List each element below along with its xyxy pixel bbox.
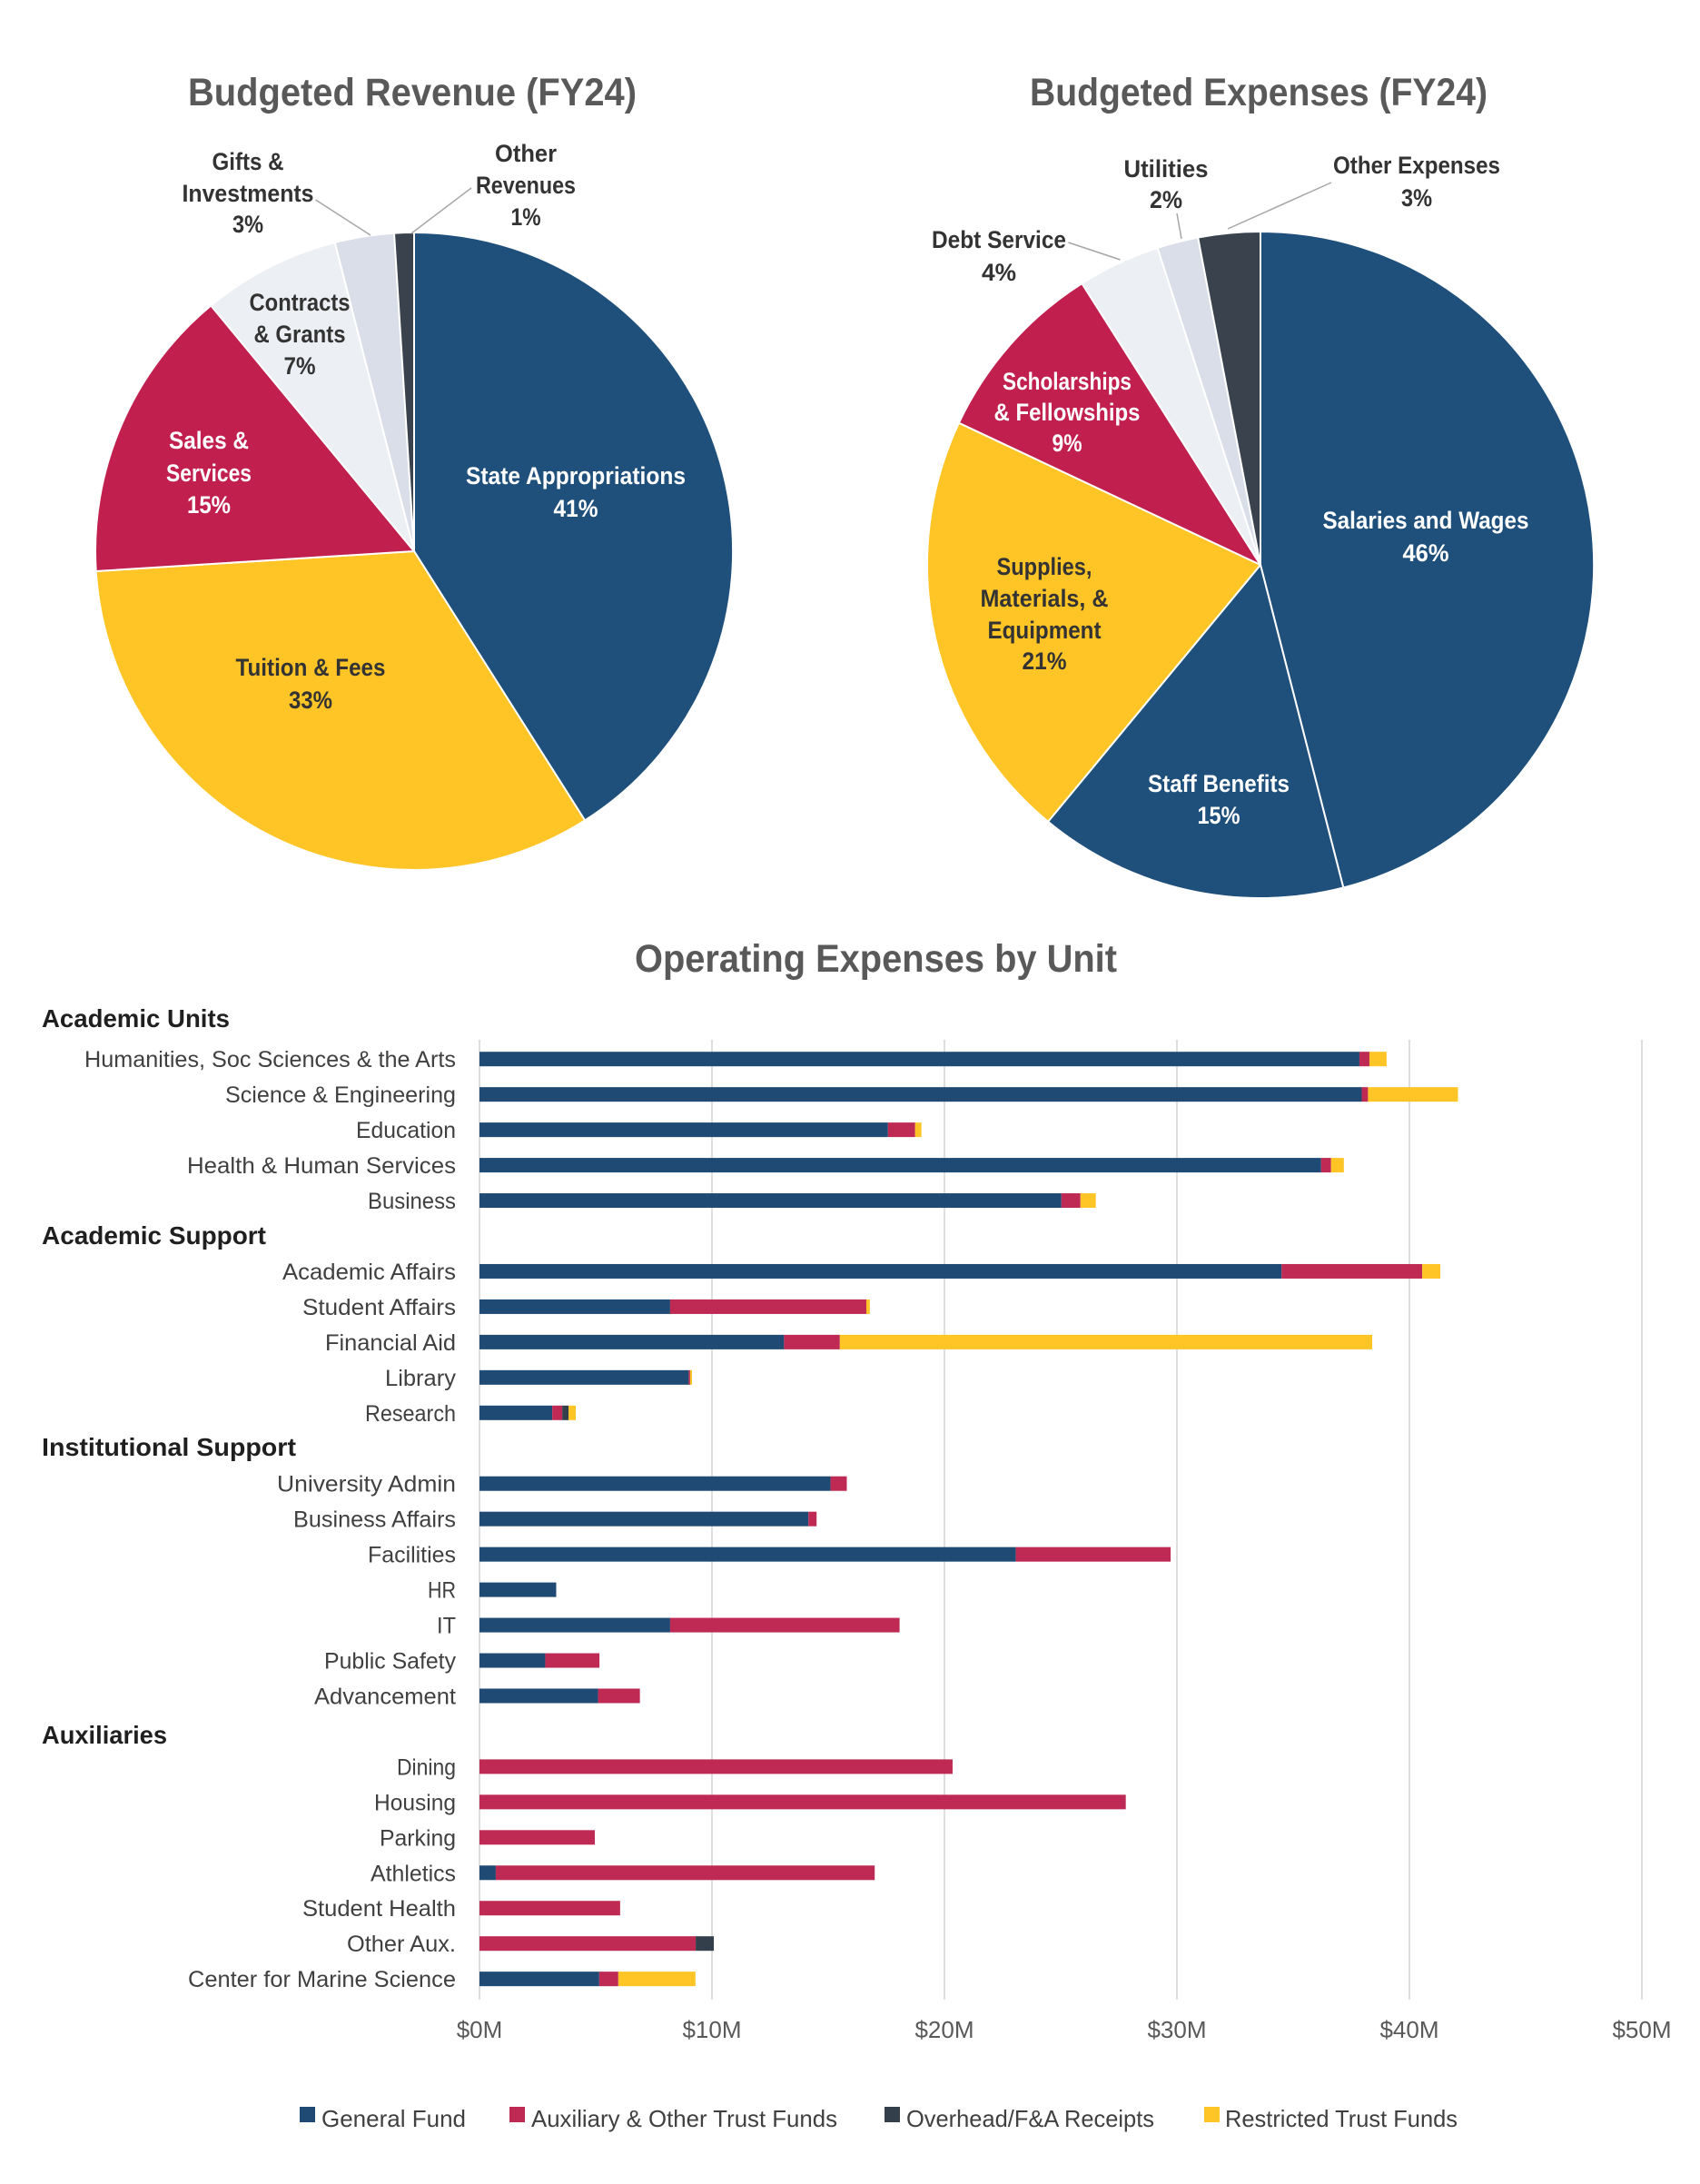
svg-text:Budgeted Revenue (FY24): Budgeted Revenue (FY24)	[188, 71, 637, 114]
svg-text:$50M: $50M	[1612, 2016, 1671, 2043]
svg-text:Business: Business	[368, 1189, 456, 1214]
svg-text:4%: 4%	[982, 259, 1016, 286]
svg-text:33%: 33%	[289, 687, 332, 714]
svg-text:Other: Other	[495, 140, 557, 167]
svg-text:Other Expenses: Other Expenses	[1333, 152, 1500, 179]
svg-text:Materials, &: Materials, &	[981, 585, 1109, 612]
svg-text:Academic Units: Academic Units	[42, 1004, 230, 1033]
svg-text:Housing: Housing	[374, 1790, 456, 1815]
svg-text:Auxiliary & Other Trust Funds: Auxiliary & Other Trust Funds	[531, 2105, 837, 2132]
svg-text:Staff Benefits: Staff Benefits	[1148, 770, 1290, 797]
svg-text:Revenues: Revenues	[476, 172, 576, 199]
svg-text:41%: 41%	[554, 495, 598, 522]
svg-text:& Grants: & Grants	[254, 321, 346, 348]
svg-text:Athletics: Athletics	[371, 1861, 456, 1886]
svg-text:$10M: $10M	[682, 2016, 741, 2043]
svg-text:Financial Aid: Financial Aid	[325, 1330, 456, 1356]
svg-text:Sales &: Sales &	[169, 427, 249, 454]
svg-text:IT: IT	[437, 1614, 456, 1639]
svg-text:7%: 7%	[284, 352, 316, 380]
svg-text:Dining: Dining	[397, 1754, 456, 1780]
svg-text:Academic Support: Academic Support	[42, 1221, 266, 1250]
svg-text:Research: Research	[365, 1401, 456, 1427]
svg-text:General Fund: General Fund	[321, 2105, 466, 2132]
svg-text:$20M: $20M	[914, 2016, 974, 2043]
svg-text:Services: Services	[166, 460, 252, 487]
svg-text:Academic Affairs: Academic Affairs	[282, 1260, 456, 1285]
svg-text:Investments: Investments	[183, 180, 314, 207]
svg-text:University Admin: University Admin	[277, 1472, 456, 1497]
svg-text:3%: 3%	[232, 211, 263, 238]
svg-text:Center for Marine Science: Center for Marine Science	[188, 1967, 456, 1992]
svg-text:2%: 2%	[1150, 186, 1182, 213]
svg-text:Budgeted Expenses (FY24): Budgeted Expenses (FY24)	[1030, 71, 1488, 114]
svg-text:Contracts: Contracts	[250, 289, 351, 316]
svg-text:Humanities, Soc Sciences & the: Humanities, Soc Sciences & the Arts	[84, 1047, 456, 1072]
svg-text:Equipment: Equipment	[988, 617, 1102, 644]
svg-text:Health & Human Services: Health & Human Services	[187, 1153, 456, 1179]
svg-text:Business Affairs: Business Affairs	[293, 1507, 456, 1533]
svg-text:Supplies,: Supplies,	[997, 553, 1092, 580]
svg-text:$30M: $30M	[1147, 2016, 1206, 2043]
svg-text:46%: 46%	[1403, 539, 1449, 567]
svg-text:Institutional Support: Institutional Support	[42, 1433, 296, 1461]
svg-text:Utilities: Utilities	[1124, 155, 1209, 183]
svg-text:Operating Expenses by Unit: Operating Expenses by Unit	[635, 937, 1117, 981]
svg-text:Restricted Trust Funds: Restricted Trust Funds	[1225, 2105, 1458, 2132]
svg-text:Advancement: Advancement	[314, 1685, 456, 1710]
svg-text:9%: 9%	[1053, 430, 1082, 457]
svg-text:Library: Library	[385, 1366, 457, 1391]
svg-text:& Fellowships: & Fellowships	[994, 399, 1141, 426]
svg-text:State Appropriations: State Appropriations	[466, 462, 686, 489]
svg-text:Gifts &: Gifts &	[212, 148, 284, 175]
svg-text:$40M: $40M	[1379, 2016, 1438, 2043]
svg-text:Facilities: Facilities	[368, 1543, 456, 1568]
svg-text:21%: 21%	[1023, 647, 1067, 675]
svg-text:Student Affairs: Student Affairs	[302, 1295, 456, 1320]
svg-text:15%: 15%	[1198, 802, 1240, 829]
svg-text:Student Health: Student Health	[302, 1896, 456, 1922]
svg-text:Auxiliaries: Auxiliaries	[42, 1721, 167, 1749]
svg-text:Public Safety: Public Safety	[324, 1649, 456, 1675]
svg-text:Education: Education	[356, 1118, 456, 1143]
svg-text:Debt Service: Debt Service	[932, 226, 1066, 253]
svg-text:Overhead/F&A Receipts: Overhead/F&A Receipts	[906, 2105, 1154, 2132]
svg-text:$0M: $0M	[457, 2016, 503, 2043]
svg-text:15%: 15%	[187, 491, 231, 519]
svg-text:Parking: Parking	[380, 1825, 456, 1851]
svg-text:3%: 3%	[1401, 184, 1432, 212]
svg-text:Science & Engineering: Science & Engineering	[225, 1082, 456, 1108]
svg-text:Salaries and Wages: Salaries and Wages	[1323, 507, 1529, 534]
svg-text:Other Aux.: Other Aux.	[347, 1932, 456, 1957]
svg-text:Scholarships: Scholarships	[1003, 368, 1132, 395]
svg-text:Tuition & Fees: Tuition & Fees	[236, 654, 386, 681]
svg-text:1%: 1%	[511, 203, 541, 231]
svg-text:HR: HR	[428, 1578, 456, 1604]
